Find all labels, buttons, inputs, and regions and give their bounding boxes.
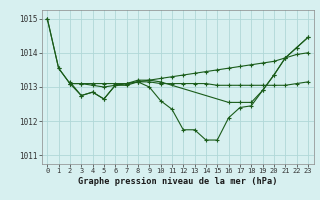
X-axis label: Graphe pression niveau de la mer (hPa): Graphe pression niveau de la mer (hPa)	[78, 177, 277, 186]
